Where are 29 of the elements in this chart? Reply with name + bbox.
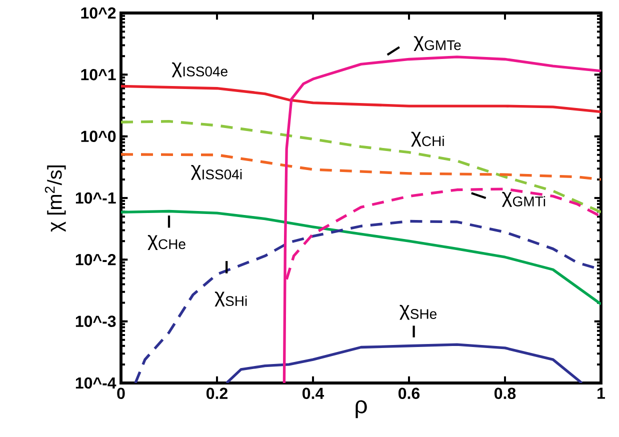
y-tick-label: 10^-4 xyxy=(76,377,116,389)
x-tick-label: 0.2 xyxy=(206,388,228,400)
series-label: χ$_{GMTe}$ xyxy=(414,36,461,51)
line-series xyxy=(225,343,584,384)
line-series xyxy=(121,120,601,214)
series-label: χ$_{CHi}$ xyxy=(411,132,444,147)
line-series xyxy=(121,153,601,181)
line-series xyxy=(121,210,601,306)
x-tick-label: 0 xyxy=(117,388,125,400)
y-tick-label: 10^-1 xyxy=(76,192,116,204)
line-series xyxy=(282,56,601,384)
y-tick-label: 10^0 xyxy=(81,130,116,142)
x-tick-label: 0.8 xyxy=(494,388,516,400)
y-axis-title: χ [m$^{2}$/s] xyxy=(44,166,66,232)
line-series xyxy=(121,84,601,114)
y-tick-label: 10^-2 xyxy=(76,254,116,266)
y-tick-label: 10^2 xyxy=(81,7,116,19)
series-label: χ$_{CHe}$ xyxy=(148,235,186,250)
series-label: χ$_{SHe}$ xyxy=(400,304,436,320)
series-label: χ$_{GMTi}$ xyxy=(502,192,546,207)
series-label: χ$_{SHi}$ xyxy=(214,292,247,306)
x-axis-title: ρ xyxy=(356,400,367,418)
x-tick-label: 0.4 xyxy=(302,388,324,400)
series-label: χ$_{ISS04e}$ xyxy=(172,62,228,78)
y-tick-label: 10^1 xyxy=(81,69,116,80)
x-tick-label: 0.6 xyxy=(398,388,420,400)
x-tick-label: 1 xyxy=(598,388,605,399)
series-label: χ$_{ISS04i}$ xyxy=(191,164,242,180)
y-tick-label: 10^-3 xyxy=(76,316,116,328)
